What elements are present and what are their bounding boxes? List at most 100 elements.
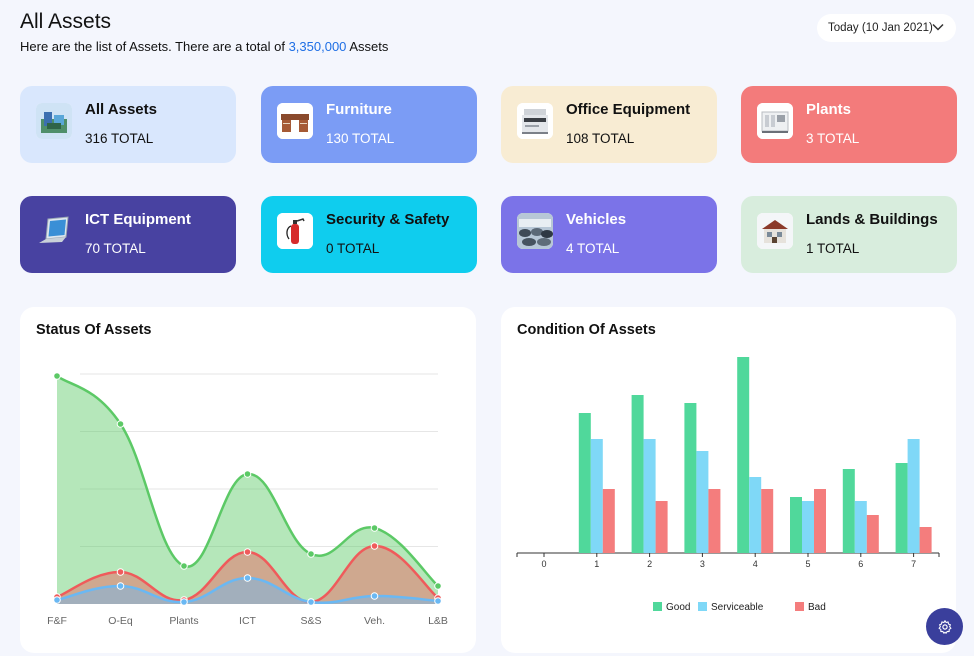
- data-point[interactable]: [116, 568, 125, 576]
- series-area: [57, 376, 438, 604]
- bar[interactable]: [895, 463, 908, 553]
- bar[interactable]: [907, 439, 920, 553]
- data-point[interactable]: [116, 420, 125, 428]
- status-area-chart: F&F O-Eq Plants ICT S&S Veh. L&B: [47, 372, 448, 627]
- bar[interactable]: [578, 413, 591, 553]
- legend-label: Bad: [808, 602, 826, 613]
- bar[interactable]: [866, 515, 879, 553]
- card-lands-buildings[interactable]: Lands & Buildings 1 TOTAL: [741, 196, 957, 273]
- data-point[interactable]: [116, 582, 125, 590]
- x-tick-label: L&B: [428, 615, 448, 627]
- bar[interactable]: [684, 403, 697, 553]
- x-tick-label: 6: [858, 559, 863, 569]
- data-point[interactable]: [53, 372, 61, 380]
- vehicles-icon: [517, 213, 553, 249]
- series-area: [57, 578, 438, 604]
- x-tick-label: 4: [753, 559, 758, 569]
- x-tick-label: Plants: [169, 615, 198, 627]
- bar[interactable]: [802, 501, 814, 553]
- data-point[interactable]: [180, 562, 188, 570]
- card-office-equipment[interactable]: Office Equipment 108 TOTAL: [501, 86, 717, 163]
- generator-icon: [757, 103, 793, 139]
- furniture-icon: [277, 103, 313, 139]
- assets-total-link[interactable]: 3,350,000: [288, 39, 347, 54]
- data-point[interactable]: [370, 592, 379, 600]
- legend: Good Serviceable Bad: [653, 602, 826, 613]
- data-point[interactable]: [434, 582, 442, 590]
- card-name: ICT Equipment: [85, 211, 191, 228]
- x-tick-label: ICT: [239, 615, 257, 627]
- card-count: 4 TOTAL: [566, 241, 620, 256]
- bar[interactable]: [919, 527, 932, 553]
- legend-label: Good: [666, 602, 690, 613]
- grid: [80, 373, 438, 547]
- x-tick-label: O-Eq: [108, 615, 133, 627]
- x-tick-label: 7: [911, 559, 916, 569]
- legend-swatch: [653, 602, 662, 611]
- card-ict-equipment[interactable]: ICT Equipment 70 TOTAL: [20, 196, 236, 273]
- building-icon: [757, 213, 793, 249]
- card-furniture[interactable]: Furniture 130 TOTAL: [261, 86, 477, 163]
- condition-panel-title: Condition Of Assets: [517, 322, 656, 338]
- card-name: Security & Safety: [326, 211, 450, 228]
- bar[interactable]: [814, 489, 826, 553]
- data-point[interactable]: [307, 598, 315, 606]
- x-tick-label: S&S: [300, 615, 321, 627]
- bar[interactable]: [708, 489, 721, 553]
- data-point[interactable]: [370, 542, 379, 550]
- bar[interactable]: [749, 477, 762, 553]
- card-count: 130 TOTAL: [326, 131, 395, 146]
- card-name: Vehicles: [566, 211, 627, 228]
- bar[interactable]: [696, 451, 709, 553]
- page-title: All Assets: [20, 10, 112, 33]
- card-count: 3 TOTAL: [806, 131, 860, 146]
- settings-button[interactable]: [926, 608, 963, 645]
- bar[interactable]: [737, 357, 750, 553]
- card-count: 1 TOTAL: [806, 241, 860, 256]
- printer-icon: [517, 103, 553, 139]
- data-point[interactable]: [434, 597, 442, 605]
- bar[interactable]: [590, 439, 603, 553]
- card-security-safety[interactable]: Security & Safety 0 TOTAL: [261, 196, 477, 273]
- all-assets-icon: [36, 103, 72, 139]
- card-name: Office Equipment: [566, 101, 691, 118]
- card-plants[interactable]: Plants 3 TOTAL: [741, 86, 957, 163]
- fire-extinguisher-icon: [277, 213, 313, 249]
- card-name: All Assets: [85, 101, 157, 118]
- date-filter-dropdown[interactable]: Today (10 Jan 2021): [817, 14, 956, 42]
- data-point[interactable]: [307, 550, 315, 558]
- x-tick-label: F&F: [47, 615, 67, 627]
- card-all-assets[interactable]: All Assets 316 TOTAL: [20, 86, 236, 163]
- status-of-assets-panel: Status Of Assets F&F O-Eq Plants ICT S&S Veh.…: [20, 307, 476, 653]
- bar[interactable]: [761, 489, 774, 553]
- x-tick-label: 5: [805, 559, 810, 569]
- condition-of-assets-panel: Condition Of Assets 0 1 2 3 4 5 6 7 Good Servicea…: [501, 307, 956, 653]
- laptop-icon: [36, 213, 72, 249]
- data-point[interactable]: [243, 548, 252, 556]
- card-count: 0 TOTAL: [326, 241, 380, 256]
- status-panel-title: Status Of Assets: [36, 322, 152, 338]
- bar[interactable]: [602, 489, 615, 553]
- x-tick-label: Veh.: [364, 615, 385, 627]
- legend-swatch: [698, 602, 707, 611]
- condition-bar-chart: 0 1 2 3 4 5 6 7 Good Serviceable Bad: [516, 357, 940, 613]
- card-vehicles[interactable]: Vehicles 4 TOTAL: [501, 196, 717, 273]
- bar[interactable]: [854, 501, 867, 553]
- data-point[interactable]: [243, 574, 252, 582]
- card-count: 108 TOTAL: [566, 131, 635, 146]
- bar[interactable]: [842, 469, 855, 553]
- chevron-down-icon: [932, 23, 944, 31]
- bar[interactable]: [643, 439, 656, 553]
- card-name: Plants: [806, 101, 852, 118]
- data-point[interactable]: [243, 470, 252, 478]
- card-count: 316 TOTAL: [85, 131, 154, 146]
- bar[interactable]: [790, 497, 802, 553]
- data-point[interactable]: [53, 596, 61, 604]
- data-point[interactable]: [370, 524, 379, 532]
- subtitle-suffix: Assets: [346, 39, 389, 54]
- data-point[interactable]: [180, 598, 188, 606]
- bar[interactable]: [655, 501, 668, 553]
- date-filter-label: Today (10 Jan 2021): [828, 22, 933, 34]
- x-tick-label: 1: [594, 559, 599, 569]
- bar[interactable]: [631, 395, 644, 553]
